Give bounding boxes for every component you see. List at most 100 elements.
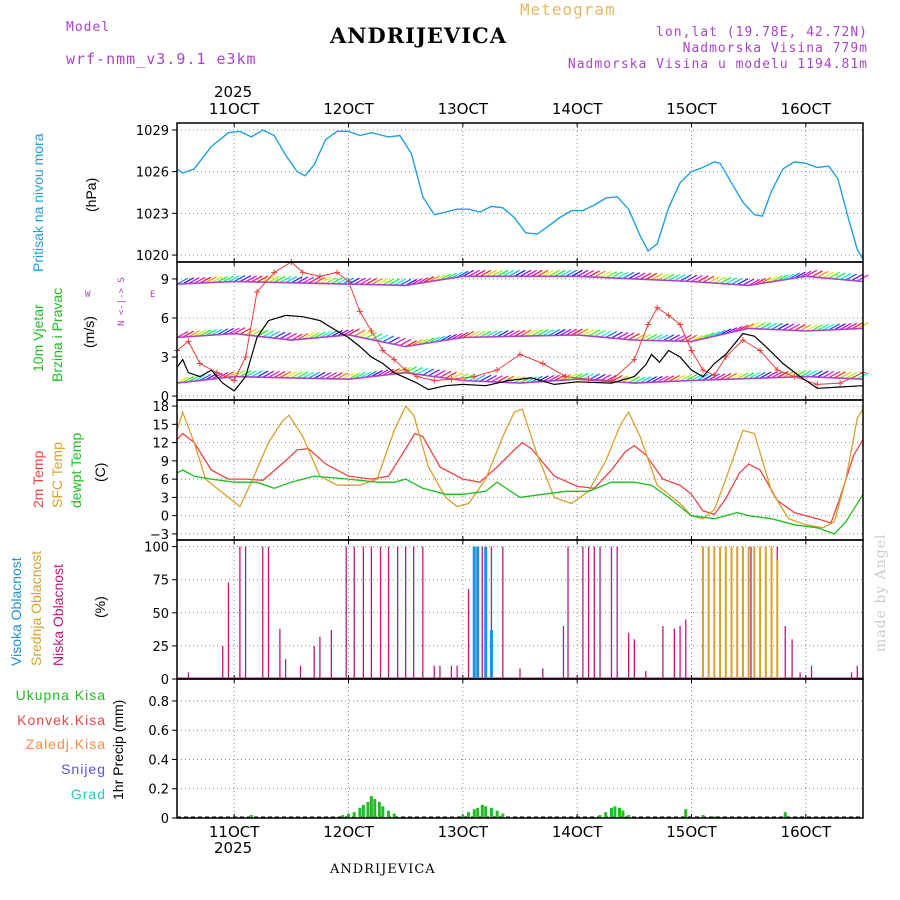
gust-marker	[242, 354, 249, 361]
wind-barb	[245, 275, 257, 283]
wind-barb	[336, 329, 349, 337]
wind-barb	[731, 372, 743, 380]
wind-barb	[273, 275, 286, 283]
wind-barb	[233, 275, 246, 283]
wind-barb	[268, 330, 280, 339]
ytick-label: 25	[152, 640, 169, 655]
wind-barb	[571, 328, 583, 336]
gust-marker	[608, 377, 615, 384]
ytick-label: 0.4	[148, 753, 169, 768]
ytick-label: 75	[152, 574, 169, 589]
precip-bar	[489, 807, 493, 818]
wind-barb	[268, 370, 280, 378]
wind-barb	[816, 323, 829, 332]
wind-barb	[496, 375, 509, 383]
product-title: Meteogram	[520, 0, 616, 19]
wind-barb	[342, 372, 355, 380]
wind-barb	[571, 373, 583, 381]
wind-barb	[479, 269, 492, 277]
wind-barb	[725, 372, 738, 380]
ytick-label: 1029	[136, 124, 169, 139]
ytick-label: 6	[161, 473, 169, 488]
ytick-label: 18	[152, 400, 169, 415]
wind-barb	[588, 329, 600, 337]
precip-bar	[701, 815, 705, 818]
wind-barb	[714, 276, 726, 284]
wind-barb	[485, 330, 497, 338]
ytick-label: 50	[152, 607, 169, 622]
wind-barb	[594, 270, 606, 278]
wind-barb	[279, 332, 292, 340]
wind-barb	[376, 334, 389, 342]
wind-barb	[228, 275, 240, 283]
gust-marker	[562, 373, 569, 380]
wind-barb	[605, 330, 618, 339]
ytick-label: 0	[161, 390, 169, 405]
wind-barb	[616, 332, 629, 340]
ytick-label: 1020	[136, 249, 169, 264]
panel-pressure: 1020 1023 1026 1029	[136, 123, 863, 264]
precip-bar	[373, 798, 377, 818]
wind-barb	[331, 372, 343, 380]
wind-barb	[302, 276, 315, 284]
gust-marker	[665, 312, 672, 319]
ytick-label: 0	[161, 673, 169, 688]
wind-barb	[502, 269, 515, 277]
wind-barb	[628, 376, 640, 384]
wind-barb	[788, 323, 800, 331]
xtick-label-top: 16OCT	[781, 100, 832, 118]
wind-barb	[805, 370, 818, 378]
precip-bar	[341, 815, 345, 818]
wind-barb	[639, 272, 652, 280]
wind-barb	[559, 328, 572, 336]
gust-marker	[631, 356, 638, 363]
wind-barb	[325, 372, 337, 380]
panel-border-pressure	[176, 122, 864, 263]
temp-line-2	[176, 469, 864, 535]
gust-marker	[814, 381, 821, 388]
wind-barb	[285, 332, 297, 340]
wind-barb	[296, 333, 309, 341]
gust-marker	[414, 373, 421, 380]
wind-barb	[536, 329, 549, 337]
wind-barb	[376, 278, 389, 286]
wind-barb	[782, 323, 795, 331]
gust-marker	[185, 338, 192, 345]
gust-marker	[231, 377, 238, 384]
wind-barb	[605, 271, 618, 279]
wind-barb	[834, 371, 846, 379]
wind-barb	[485, 374, 497, 383]
wind-barb	[302, 332, 315, 340]
wind-barb	[805, 324, 818, 332]
legend-conv: Konvek.Kisa	[17, 712, 106, 728]
wind-barb	[365, 277, 377, 286]
precip-bar	[369, 796, 373, 818]
wind-barb	[439, 370, 452, 378]
wind-barb	[582, 270, 595, 278]
wind-barb	[331, 329, 343, 337]
wind-barb	[845, 322, 858, 330]
wind-barb	[411, 366, 423, 374]
gust-marker	[654, 304, 661, 311]
gust-marker	[757, 347, 764, 354]
wind-barb	[376, 369, 389, 377]
precip-bar	[627, 815, 631, 818]
wind-barb	[696, 275, 709, 283]
top-year: 2025	[214, 83, 253, 101]
wind-barb	[222, 275, 235, 283]
wind-barb	[845, 371, 858, 379]
wind-barb	[296, 371, 309, 379]
wind-barb	[296, 276, 309, 284]
wind-barb	[382, 335, 395, 343]
gust-marker	[368, 328, 375, 334]
wind-barb	[239, 370, 252, 378]
xtick-label-bottom: 14OCT	[552, 823, 603, 841]
legend-total: Ukupna Kisa	[15, 687, 106, 703]
precip-bar	[467, 812, 471, 818]
page-title: ANDRIJEVICA	[330, 23, 508, 48]
wind-barb	[399, 278, 412, 286]
wind-barb	[302, 371, 315, 379]
wind-barb	[582, 328, 595, 336]
wind-barb	[822, 271, 835, 279]
wind-barb	[428, 369, 440, 377]
